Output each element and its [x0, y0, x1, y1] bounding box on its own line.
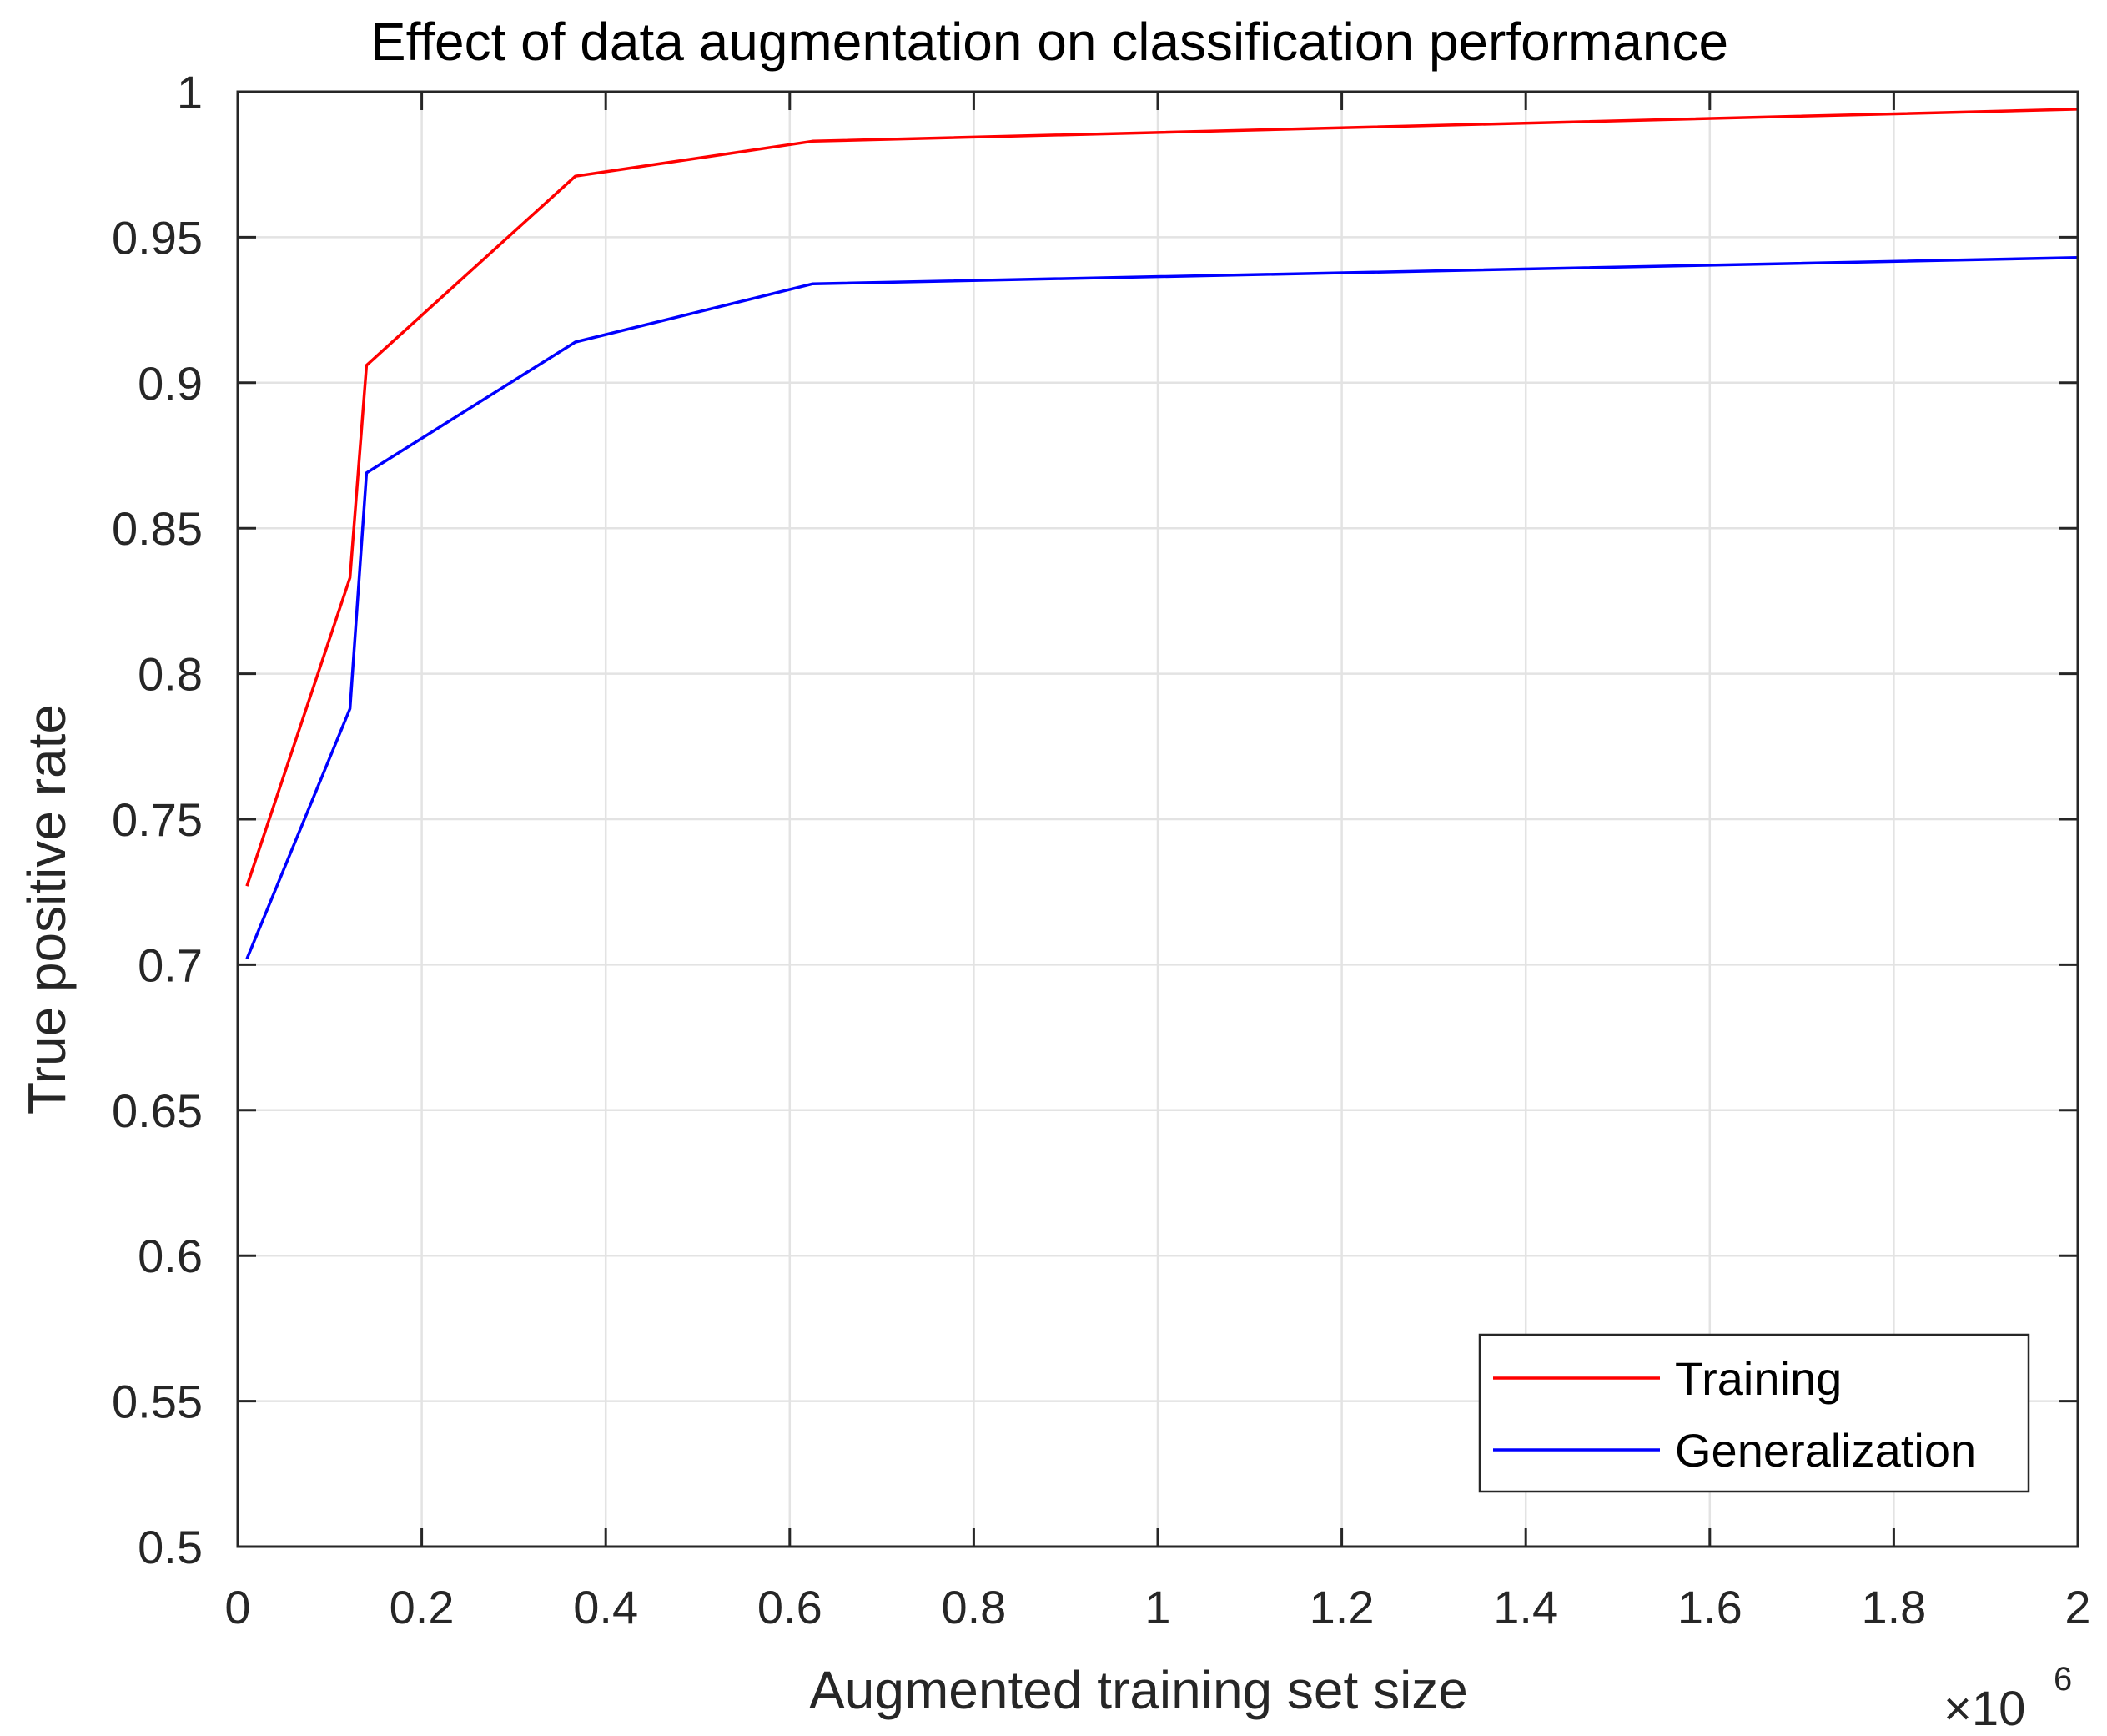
legend-label-training: Training	[1675, 1352, 1842, 1405]
x-tick-label: 2	[2064, 1581, 2090, 1633]
y-tick-label: 0.85	[112, 502, 203, 555]
x-tick-label: 0.8	[941, 1581, 1006, 1633]
x-tick-labels: 0 0.2 0.4 0.6 0.8 1 1.2 1.4 1.6 1.8 2	[224, 1581, 2090, 1633]
y-tick-label: 0.9	[138, 357, 203, 410]
x-multiplier-base: ×10	[1944, 1682, 2025, 1736]
y-tick-label: 0.5	[138, 1521, 203, 1573]
y-tick-label: 0.95	[112, 211, 203, 264]
legend-label-generalization: Generalization	[1675, 1424, 1976, 1477]
y-tick-label: 0.55	[112, 1376, 203, 1428]
y-tick-label: 0.65	[112, 1084, 203, 1137]
x-tick-label: 0.6	[757, 1581, 822, 1633]
x-tick-label: 1.2	[1310, 1581, 1375, 1633]
series-line-generalization	[245, 256, 2079, 960]
x-axis-multiplier: ×10 6	[1944, 1661, 2072, 1736]
x-tick-label: 1.4	[1493, 1581, 1558, 1633]
legend-box	[1478, 1333, 2030, 1493]
x-tick-label: 1	[1144, 1581, 1170, 1633]
y-tick-label: 0.8	[138, 648, 203, 701]
x-tick-label: 1.6	[1677, 1581, 1742, 1633]
y-tick-label: 0.7	[138, 938, 203, 991]
x-axis-label: Augmented training set size	[809, 1660, 1468, 1720]
x-multiplier-exponent: 6	[2054, 1661, 2072, 1698]
x-tick-label: 0.2	[390, 1581, 455, 1633]
series-lines	[245, 108, 2079, 960]
chart-title: Effect of data augmentation on classific…	[370, 12, 1728, 72]
y-tick-label: 0.75	[112, 793, 203, 846]
x-tick-label: 0	[224, 1581, 250, 1633]
y-axis-label: True positive rate	[17, 704, 77, 1115]
x-tick-label: 1.8	[1861, 1581, 1926, 1633]
x-tick-label: 0.4	[573, 1581, 638, 1633]
y-tick-label: 1	[177, 66, 203, 118]
legend: Training Generalization	[1478, 1333, 2030, 1493]
tick-marks	[236, 90, 2079, 1548]
y-tick-label: 0.6	[138, 1230, 203, 1282]
y-tick-labels: 0.5 0.55 0.6 0.65 0.7 0.75 0.8 0.85 0.9 0.95 1	[112, 66, 203, 1573]
series-line-training	[245, 108, 2079, 887]
